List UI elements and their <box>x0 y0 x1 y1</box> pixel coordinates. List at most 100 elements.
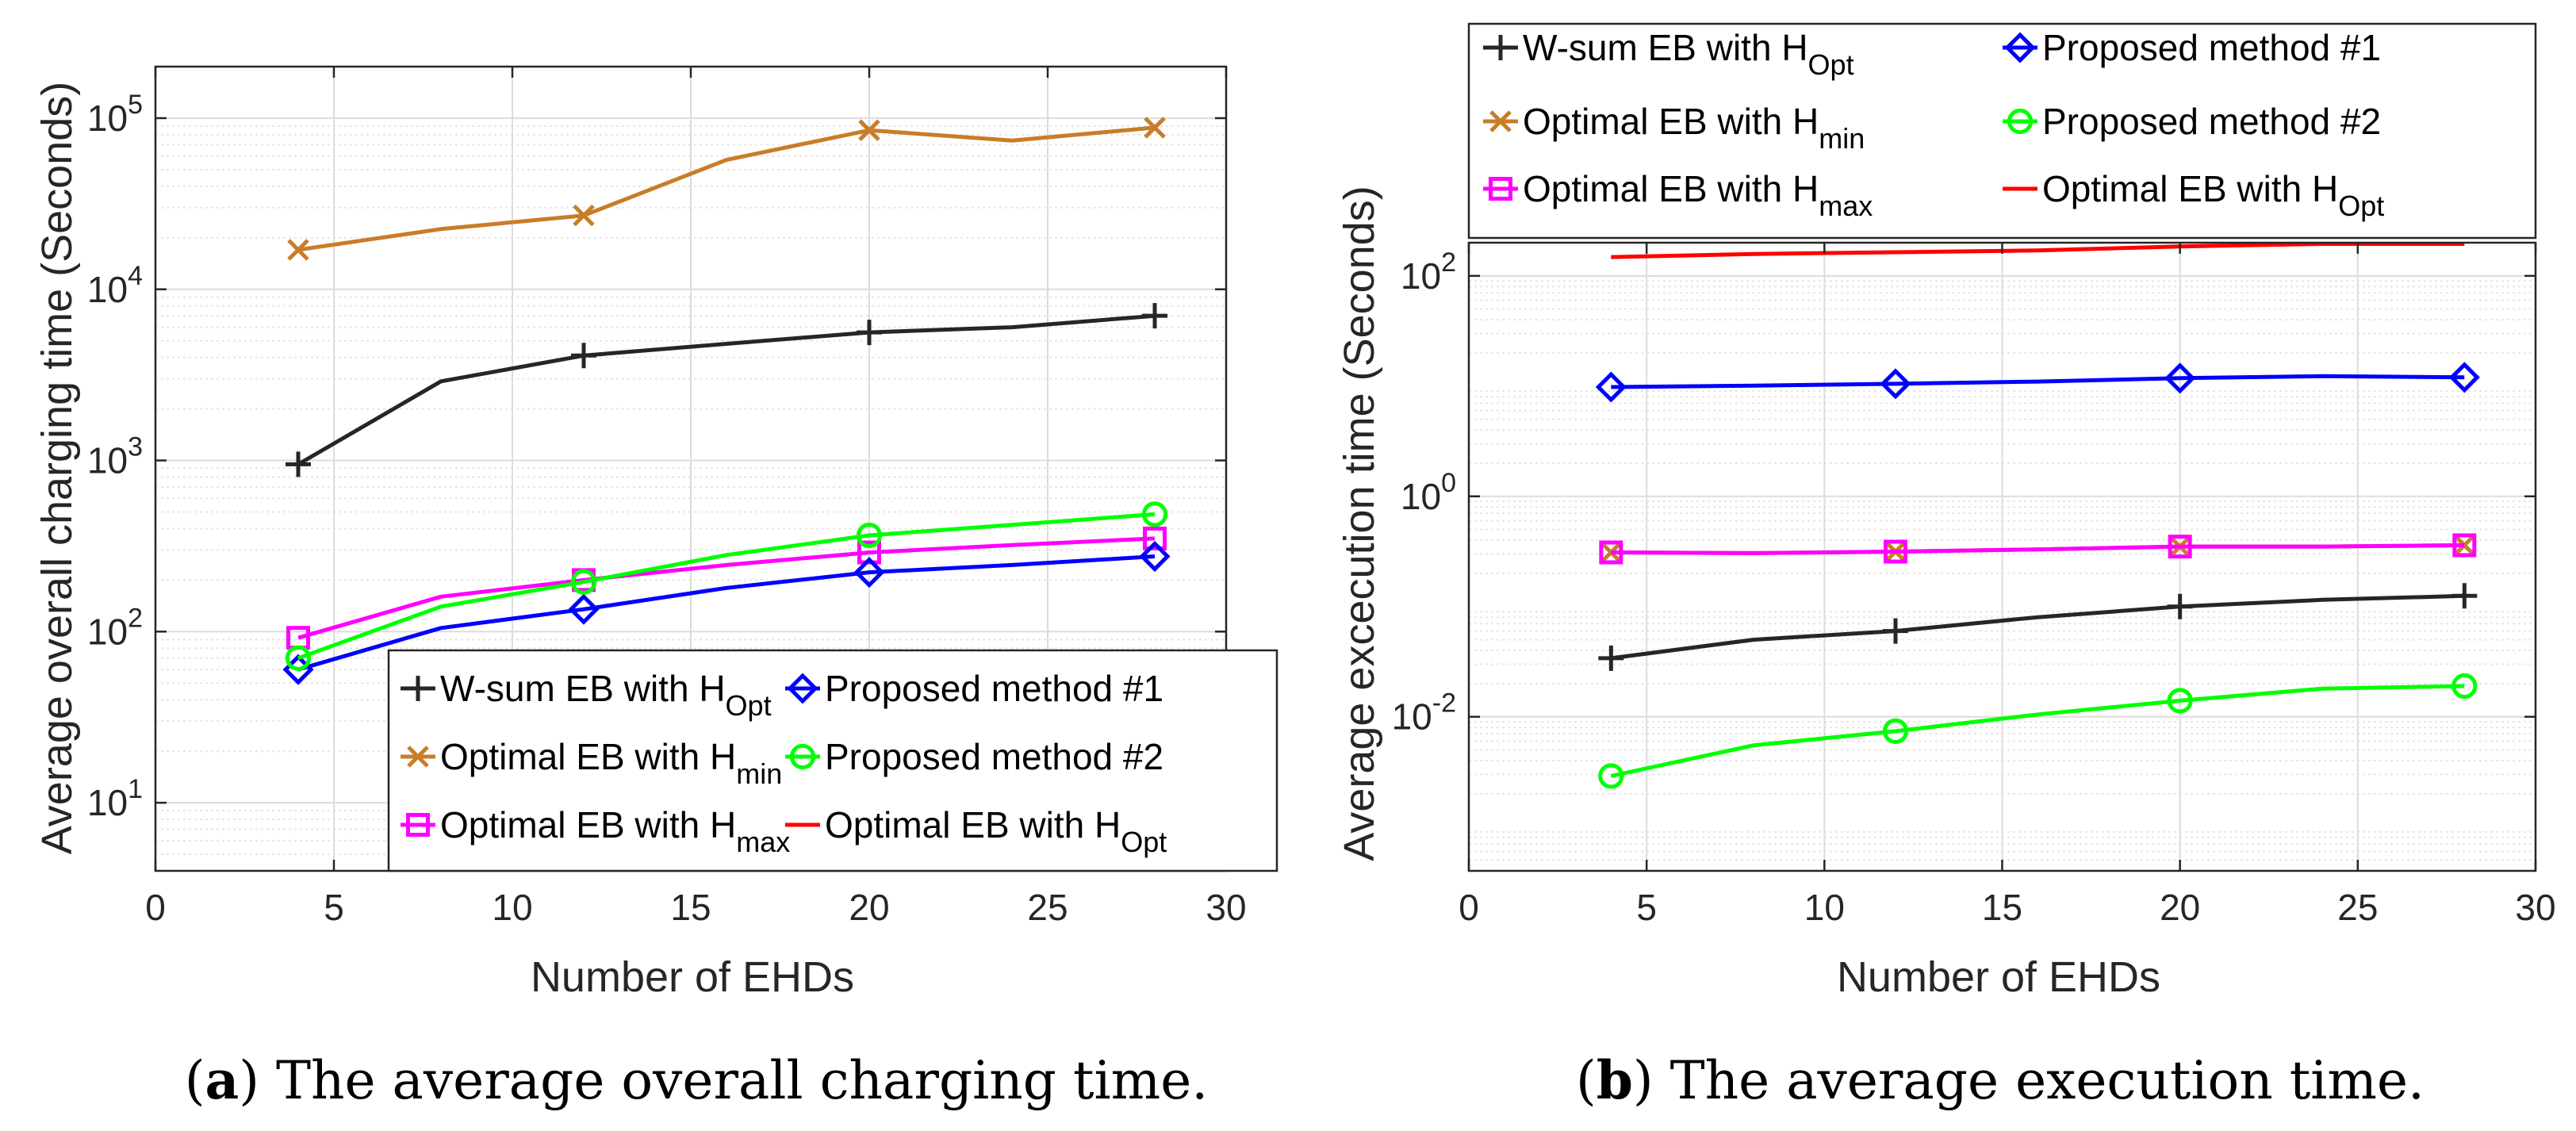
chart-b-legend-box <box>1467 22 2537 240</box>
chart-b-series-2-point <box>2168 535 2192 559</box>
chart-a-ytick-base: 10 <box>87 98 128 139</box>
chart-a-series-1-point <box>287 239 309 261</box>
chart-b-legend-marker-4 <box>2007 108 2034 135</box>
chart-a-series-4-point <box>856 522 883 549</box>
chart-a-xtick-label: 0 <box>145 887 166 928</box>
chart-b-ytick-label: 100 <box>1401 468 1456 517</box>
chart-panel-b: Average excecution time (Seconds) Number… <box>1336 22 2556 1001</box>
chart-a-ytick-label: 105 <box>87 90 143 139</box>
chart-a-ytick-base: 10 <box>87 782 128 823</box>
chart-b-legend-h-2: H <box>1792 168 1819 209</box>
chart-a-legend-label-4: Proposed method #2 <box>825 736 1163 777</box>
chart-b-ytick-label: 10-2 <box>1392 688 1456 738</box>
chart-a-ytick-base: 10 <box>87 269 128 310</box>
chart-a-series-1-point <box>573 204 595 227</box>
chart-a-series-1-point <box>1144 117 1166 139</box>
chart-b-series-2-line <box>1611 542 2465 555</box>
chart-a-series-0-line <box>297 313 1156 466</box>
chart-a-series-3-point <box>853 557 885 589</box>
chart-b-legend-sub-1: min <box>1819 122 1865 155</box>
chart-b-xlabel: Number of EHDs <box>1837 953 2160 1001</box>
chart-b-legend-marker-1 <box>1489 110 1512 132</box>
chart-b-legend-label-4: Proposed method #2 <box>2042 101 2381 142</box>
chart-b-series-3-point <box>2164 362 2196 394</box>
chart-b-legend-sub-0: Opt <box>1808 48 1854 81</box>
chart-a-legend-sub-0: Opt <box>726 689 772 722</box>
chart-b-series-4-point <box>1598 763 1624 789</box>
chart-b-series-3 <box>1595 362 2480 403</box>
chart-b-legend-marker-3 <box>2004 32 2036 63</box>
chart-a-legend-item-5: Optimal EB with HOpt <box>785 804 1167 858</box>
chart-a-legend-sub-5: Opt <box>1121 826 1167 858</box>
chart-b-series-0 <box>1598 583 2478 671</box>
chart-a-ytick-exp: 2 <box>128 603 143 633</box>
chart-a-legend-label-2: Optimal EB with Hmax <box>440 804 790 858</box>
chart-panel-a: Average overall charging time (Seconds) … <box>33 65 1278 1001</box>
chart-b-legend-item-0: W-sum EB with HOpt <box>1483 27 1854 81</box>
chart-a-legend-h-5: H <box>1094 804 1121 845</box>
chart-a-legend-item-2: Optimal EB with Hmax <box>401 804 790 858</box>
chart-a-series-3-line <box>297 554 1156 672</box>
chart-b-legend-sub-5: Opt <box>2338 190 2384 222</box>
chart-b-series-4-point <box>2167 688 2193 714</box>
chart-b-xtick-label: 25 <box>2337 887 2378 928</box>
chart-a-legend-sub-1: min <box>736 757 782 790</box>
chart-b-legend-item-4: Proposed method #2 <box>2003 101 2381 142</box>
chart-b-ytick-base: 10 <box>1392 696 1432 738</box>
chart-a-series-1 <box>287 117 1166 261</box>
chart-b-legend-label-3: Proposed method #1 <box>2042 27 2381 68</box>
chart-b-legend-marker-2 <box>1489 177 1512 201</box>
chart-a-xtick-label: 25 <box>1027 887 1068 928</box>
chart-a-series-4-point <box>1141 501 1168 527</box>
chart-b-xtick-label: 0 <box>1459 887 1479 928</box>
chart-a-series-4-point <box>285 645 312 671</box>
chart-b-legend-name-2: Optimal EB with <box>1523 168 1792 209</box>
chart-b-legend-item-1: Optimal EB with Hmin <box>1483 101 1865 155</box>
chart-a-series-2-point <box>1143 526 1167 550</box>
chart-b-series-3-line <box>1611 374 2465 389</box>
chart-b-series-3-point <box>1595 371 1627 403</box>
chart-a-xtick-label: 5 <box>324 887 344 928</box>
chart-a-legend-name-5: Optimal EB with <box>825 804 1094 845</box>
chart-b-series-3-point <box>1880 368 1911 400</box>
chart-b-ytick-exp: 0 <box>1441 468 1456 498</box>
chart-b-series-0-point <box>1883 618 1908 644</box>
chart-b-ytick-exp: 2 <box>1441 247 1456 278</box>
chart-b-legend-name-0: W-sum EB with <box>1523 27 1781 68</box>
chart-b-series-2-point <box>2452 533 2477 558</box>
chart-a-ytick-label: 101 <box>87 774 143 823</box>
chart-a-legend-marker-0 <box>405 676 431 701</box>
chart-b-series-0-point <box>1598 645 1624 671</box>
chart-a-ytick-exp: 1 <box>128 774 143 804</box>
chart-b-legend-label-0: W-sum EB with HOpt <box>1523 27 1854 81</box>
chart-a-series-3-point <box>568 593 600 625</box>
caption-b-text: The average execution time. <box>1654 1050 2425 1111</box>
chart-b-series-2 <box>1599 533 2477 565</box>
chart-a-series-0-point <box>286 451 311 477</box>
caption-b: (b) The average execution time. <box>1576 1049 2425 1111</box>
chart-a-series-4-line <box>297 512 1156 661</box>
chart-a-xtick-label: 10 <box>492 887 532 928</box>
chart-a-legend-label-5: Optimal EB with HOpt <box>825 804 1167 858</box>
chart-a-legend-h-2: H <box>710 804 736 845</box>
chart-a-series-3 <box>282 540 1171 685</box>
chart-b-xtick-label: 20 <box>2160 887 2200 928</box>
chart-a-series-0-point <box>571 343 596 369</box>
chart-b-series-4 <box>1598 673 2478 789</box>
chart-a-legend-label-1: Optimal EB with Hmin <box>440 736 782 790</box>
caption-b-label: b <box>1597 1049 1633 1111</box>
chart-b-series-0-line <box>1610 593 2465 661</box>
chart-b-xtick-label: 5 <box>1636 887 1657 928</box>
chart-a-xlabel: Number of EHDs <box>531 953 854 1001</box>
chart-a-legend-marker-2 <box>406 813 430 837</box>
chart-a-legend-marker-3 <box>787 673 818 704</box>
chart-b-legend-label-1: Optimal EB with Hmin <box>1523 101 1865 155</box>
chart-b-series-5-line <box>1611 242 2465 259</box>
chart-a-ytick-label: 102 <box>87 603 143 652</box>
